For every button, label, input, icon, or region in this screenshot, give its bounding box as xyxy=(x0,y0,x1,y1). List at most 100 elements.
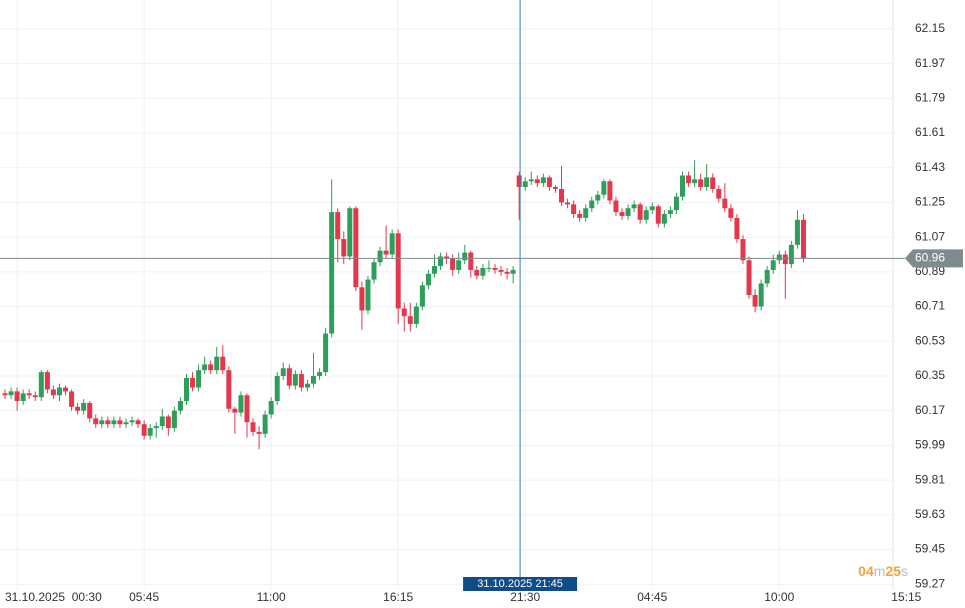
candle-body xyxy=(758,283,764,307)
candle-body xyxy=(26,393,32,396)
candle-body xyxy=(365,279,371,311)
candle-body xyxy=(220,356,226,371)
candle-body xyxy=(710,177,716,189)
candle-body xyxy=(81,402,87,411)
candle-body xyxy=(250,422,256,432)
candle-body xyxy=(389,233,395,255)
candle-body xyxy=(147,428,153,436)
x-tick-label: 16:15 xyxy=(383,590,413,604)
candle-body xyxy=(589,200,595,209)
y-tick-label: 60.53 xyxy=(915,333,945,347)
candle-body xyxy=(752,295,758,307)
candle-body xyxy=(377,250,383,263)
y-tick-label: 60.71 xyxy=(915,299,945,313)
candle-body xyxy=(280,368,286,376)
candle-body xyxy=(292,374,298,386)
crosshair-tag xyxy=(463,577,578,591)
candle-body xyxy=(50,389,56,396)
candle-body xyxy=(2,393,8,396)
candle-body xyxy=(534,179,540,184)
candle-body xyxy=(214,356,220,371)
candle-body xyxy=(244,395,250,423)
candle-body xyxy=(99,420,105,425)
candle-body xyxy=(728,208,734,218)
candle-body xyxy=(226,370,232,409)
x-tick-label: 15:15 xyxy=(891,590,921,604)
y-tick-label: 60.35 xyxy=(915,368,945,382)
candle-body xyxy=(794,219,800,245)
candle-body xyxy=(776,254,782,261)
candle-body xyxy=(655,206,661,224)
candle-body xyxy=(177,401,183,411)
candle-body xyxy=(782,254,788,265)
candle-body xyxy=(238,395,244,413)
candle-body xyxy=(583,208,589,218)
candle-body xyxy=(661,214,667,224)
countdown-part: 25 xyxy=(885,563,901,579)
candle-body xyxy=(135,420,141,425)
candle-body xyxy=(764,269,770,284)
y-tick-label: 59.81 xyxy=(915,472,945,486)
y-tick-label: 61.61 xyxy=(915,125,945,139)
candle-body xyxy=(788,244,794,265)
candle-body xyxy=(153,426,159,429)
candle-body xyxy=(565,202,571,205)
candle-body xyxy=(274,375,280,402)
candle-body xyxy=(117,420,123,425)
candle-body xyxy=(44,372,50,390)
x-tick-label: 10:00 xyxy=(764,590,794,604)
x-tick-label: 05:45 xyxy=(129,590,159,604)
candle-body xyxy=(8,391,14,396)
candle-body xyxy=(183,377,189,402)
candle-body xyxy=(613,200,619,213)
candle-body xyxy=(607,181,613,201)
y-tick-label: 61.07 xyxy=(915,229,945,243)
candle-body xyxy=(304,383,310,388)
candle-body xyxy=(679,175,685,197)
candle-body xyxy=(298,374,304,388)
x-tick-label: 04:45 xyxy=(637,590,667,604)
candle-body xyxy=(480,268,486,276)
candle-body xyxy=(14,391,20,402)
countdown-timer: 04m25s xyxy=(858,563,908,579)
candle-body xyxy=(571,204,577,215)
candle-body xyxy=(667,210,673,215)
y-tick-label: 62.15 xyxy=(915,21,945,35)
candle-body xyxy=(32,395,38,398)
countdown-part: m xyxy=(874,563,886,579)
y-tick-label: 59.99 xyxy=(915,438,945,452)
candle-body xyxy=(75,406,81,411)
x-tick-label: 11:00 xyxy=(257,590,286,604)
candle-body xyxy=(643,210,649,220)
candle-body xyxy=(256,431,262,434)
candle-body xyxy=(413,306,419,324)
candle-body xyxy=(38,372,44,398)
candle-body xyxy=(63,387,69,392)
candle-body xyxy=(504,271,510,274)
candle-body xyxy=(87,402,93,419)
candle-body xyxy=(105,420,111,425)
candle-body xyxy=(159,416,165,427)
candle-body xyxy=(474,269,480,276)
y-tick-label: 61.25 xyxy=(915,195,945,209)
candle-body xyxy=(323,333,329,373)
candle-body xyxy=(438,256,444,267)
candle-body xyxy=(335,212,341,240)
candle-body xyxy=(359,287,365,311)
candle-body xyxy=(444,256,450,259)
candle-body xyxy=(486,268,492,270)
candle-body xyxy=(716,188,722,199)
candle-body xyxy=(522,181,528,188)
candle-body xyxy=(317,372,323,376)
candle-body xyxy=(419,285,425,307)
candle-body xyxy=(631,204,637,209)
candle-body xyxy=(510,269,516,274)
candle-body xyxy=(383,250,389,255)
candle-body xyxy=(625,208,631,216)
countdown-part: 04 xyxy=(858,563,874,579)
candle-body xyxy=(56,387,62,396)
candle-body xyxy=(202,364,208,371)
candle-body xyxy=(196,370,202,388)
